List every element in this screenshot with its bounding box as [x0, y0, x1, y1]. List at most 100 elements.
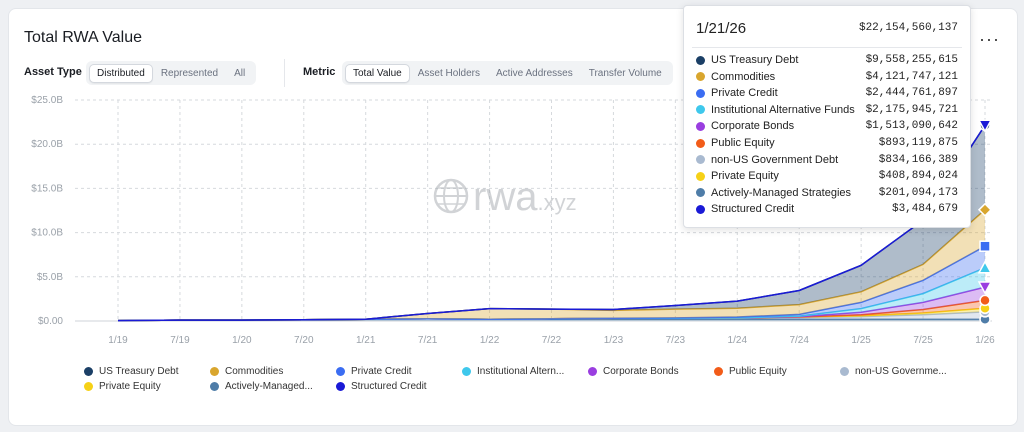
legend-swatch [462, 367, 471, 376]
series-end-marker [977, 119, 993, 133]
legend-label: US Treasury Debt [99, 366, 179, 377]
legend-item[interactable]: Private Equity [84, 381, 161, 392]
more-options-icon[interactable]: ··· [979, 29, 1000, 49]
tooltip-row: Actively-Managed Strategies $201,094,173 [696, 185, 958, 201]
tooltip-swatch [696, 155, 705, 165]
tooltip-total: $22,154,560,137 [858, 22, 958, 34]
legend-label: Institutional Altern... [477, 366, 565, 377]
tooltip-series-value: $2,175,945,721 [865, 103, 958, 116]
tooltip-series-value: $893,119,875 [878, 137, 958, 149]
tooltip-row: Public Equity $893,119,875 [696, 135, 958, 151]
tooltip-row: Institutional Alternative Funds $2,175,94… [696, 102, 958, 118]
tooltip-series-name: Corporate Bonds [711, 120, 795, 133]
legend-item[interactable]: Structured Credit [336, 381, 427, 392]
tooltip-series-name: Public Equity [711, 137, 775, 149]
legend-label: Structured Credit [351, 381, 427, 392]
series-end-marker [977, 260, 993, 274]
series-end-marker [977, 202, 993, 217]
watermark-text: rwa.xyz [473, 175, 577, 219]
watermark-logo: rwa.xyz [433, 175, 577, 219]
metric-label: Metric [303, 66, 336, 78]
x-tick-label: 7/24 [789, 335, 809, 346]
tooltip-swatch [696, 88, 705, 98]
tooltip-series-name: Institutional Alternative Funds [711, 103, 855, 116]
tooltip-row: US Treasury Debt $9,558,255,615 [696, 52, 958, 68]
x-tick-label: 7/20 [294, 335, 314, 346]
x-tick-label: 1/23 [604, 335, 624, 346]
x-tick-label: 1/20 [232, 335, 252, 346]
legend-swatch [210, 382, 219, 391]
tooltip-swatch [696, 188, 705, 198]
tooltip-row: Corporate Bonds $1,513,090,642 [696, 118, 958, 134]
legend-label: Private Equity [99, 381, 161, 392]
y-tick-label: $15.0B [31, 183, 63, 194]
x-tick-label: 7/23 [666, 335, 686, 346]
tooltip-series-name: Commodities [711, 70, 776, 83]
legend-swatch [714, 367, 723, 376]
legend-item[interactable]: Public Equity [714, 366, 787, 377]
metric-option-active-addresses[interactable]: Active Addresses [496, 67, 573, 79]
series-end-marker [977, 281, 993, 295]
metric-option-asset-holders[interactable]: Asset Holders [417, 67, 480, 79]
controls-divider [284, 59, 285, 87]
x-tick-label: 1/26 [975, 335, 995, 346]
tooltip-series-value: $2,444,761,897 [865, 87, 958, 100]
tooltip-swatch [696, 121, 705, 131]
tooltip-series-value: $201,094,173 [878, 186, 958, 199]
legend-label: Public Equity [729, 366, 787, 377]
x-tick-label: 1/19 [108, 335, 128, 346]
legend-item[interactable]: Commodities [210, 366, 283, 377]
y-tick-label: $10.0B [31, 228, 63, 239]
tooltip-series-name: Structured Credit [711, 203, 795, 216]
legend-item[interactable]: Corporate Bonds [588, 366, 679, 377]
legend-swatch [840, 367, 849, 376]
legend-label: non-US Governme... [855, 366, 947, 377]
tooltip-series-value: $3,484,679 [891, 203, 958, 216]
legend-label: Corporate Bonds [603, 366, 679, 377]
legend-label: Private Credit [351, 366, 412, 377]
metric-segmented: Total Value Asset Holders Active Address… [342, 61, 673, 85]
metric-option-total-value[interactable]: Total Value [345, 63, 410, 83]
tooltip-series-value: $4,121,747,121 [865, 70, 958, 83]
asset-type-option-represented[interactable]: Represented [160, 67, 219, 79]
tooltip-series-name: non-US Government Debt [711, 153, 839, 166]
y-tick-label: $25.0B [31, 95, 63, 106]
tooltip-row: non-US Government Debt $834,166,389 [696, 152, 958, 168]
x-tick-label: 7/21 [418, 335, 438, 346]
y-tick-label: $5.0B [37, 272, 63, 283]
tooltip-series-value: $408,894,024 [878, 170, 958, 183]
tooltip-series-value: $1,513,090,642 [865, 120, 958, 133]
legend-item[interactable]: non-US Governme... [840, 366, 947, 377]
tooltip-swatch [696, 55, 705, 65]
asset-type-option-all[interactable]: All [234, 67, 246, 79]
series-end-marker [979, 240, 991, 252]
asset-type-option-distributed[interactable]: Distributed [89, 63, 153, 83]
tooltip-row: Structured Credit $3,484,679 [696, 201, 958, 217]
legend-label: Actively-Managed... [225, 381, 313, 392]
x-tick-label: 1/22 [480, 335, 500, 346]
legend-swatch [84, 382, 93, 391]
legend-item[interactable]: Institutional Altern... [462, 366, 564, 377]
tooltip-series-value: $834,166,389 [878, 153, 958, 166]
y-tick-label: $0.00 [38, 316, 63, 327]
asset-type-segmented: Distributed Represented All [86, 61, 257, 85]
x-tick-label: 7/22 [542, 335, 562, 346]
y-tick-label: $20.0B [31, 139, 63, 150]
legend-item[interactable]: US Treasury Debt [84, 366, 178, 377]
tooltip-row: Commodities $4,121,747,121 [696, 69, 958, 85]
tooltip-series-name: Actively-Managed Strategies [711, 186, 852, 199]
chart-tooltip: 1/21/26 $22,154,560,137 US Treasury Debt… [683, 5, 971, 228]
legend-swatch [210, 367, 219, 376]
tooltip-swatch [696, 138, 705, 148]
tooltip-row: Private Credit $2,444,761,897 [696, 85, 958, 101]
legend-swatch [588, 367, 597, 376]
metric-option-transfer-volume[interactable]: Transfer Volume [588, 67, 662, 79]
legend-item[interactable]: Private Credit [336, 366, 412, 377]
tooltip-swatch [696, 171, 705, 181]
tooltip-series-name: Private Equity [711, 170, 779, 183]
tooltip-date: 1/21/26 [696, 20, 747, 37]
x-tick-label: 7/19 [170, 335, 190, 346]
legend-swatch [84, 367, 93, 376]
tooltip-series-value: $9,558,255,615 [865, 54, 958, 66]
legend-item[interactable]: Actively-Managed... [210, 381, 313, 392]
